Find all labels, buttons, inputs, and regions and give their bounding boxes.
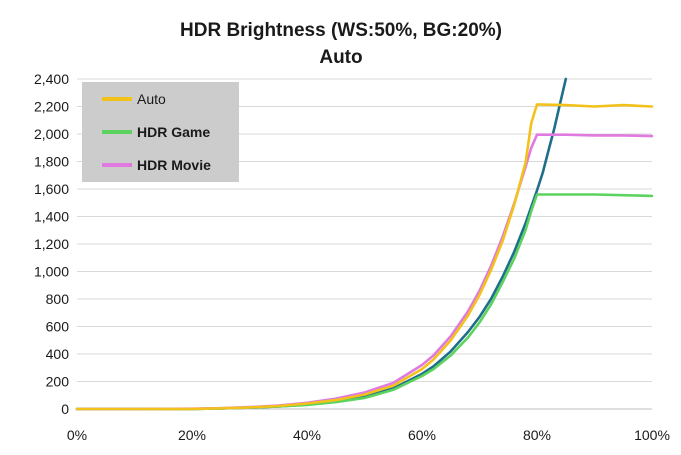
legend: Auto HDR Game HDR Movie <box>82 82 239 182</box>
y-tick-label: 0 <box>61 401 69 417</box>
y-tick-label: 800 <box>46 291 70 307</box>
y-tick-label: 1,000 <box>34 264 69 280</box>
y-tick-label: 2,400 <box>34 71 69 87</box>
x-tick-label: 60% <box>408 427 436 443</box>
series-line-hdr-game <box>75 193 654 411</box>
x-tick-label: 0% <box>67 427 87 443</box>
y-tick-label: 2,000 <box>34 126 69 142</box>
series-line-auto <box>75 103 654 411</box>
legend-label-auto: Auto <box>137 91 166 107</box>
y-tick-label: 1,600 <box>34 181 69 197</box>
y-tick-label: 1,400 <box>34 209 69 225</box>
x-tick-label: 100% <box>634 427 670 443</box>
chart-subtitle: Auto <box>319 47 362 68</box>
y-tick-label: 200 <box>46 374 70 390</box>
series-lines <box>75 77 654 411</box>
y-tick-label: 1,800 <box>34 154 69 170</box>
legend-label-hdr-movie: HDR Movie <box>137 157 211 173</box>
y-tick-label: 1,200 <box>34 236 69 252</box>
x-tick-label: 80% <box>523 427 551 443</box>
x-tick-label: 20% <box>178 427 206 443</box>
chart-title: HDR Brightness (WS:50%, BG:20%) <box>180 20 502 41</box>
x-axis-ticks: 0% 20% 40% 60% 80% 100% <box>67 427 670 443</box>
y-tick-label: 400 <box>46 346 70 362</box>
x-tick-label: 40% <box>293 427 321 443</box>
legend-label-hdr-game: HDR Game <box>137 124 210 140</box>
y-tick-label: 600 <box>46 319 70 335</box>
y-axis-ticks: 0 200 400 600 800 1,000 1,200 1,400 1,600 1,800 2,… <box>34 71 69 417</box>
y-tick-label: 2,200 <box>34 99 69 115</box>
